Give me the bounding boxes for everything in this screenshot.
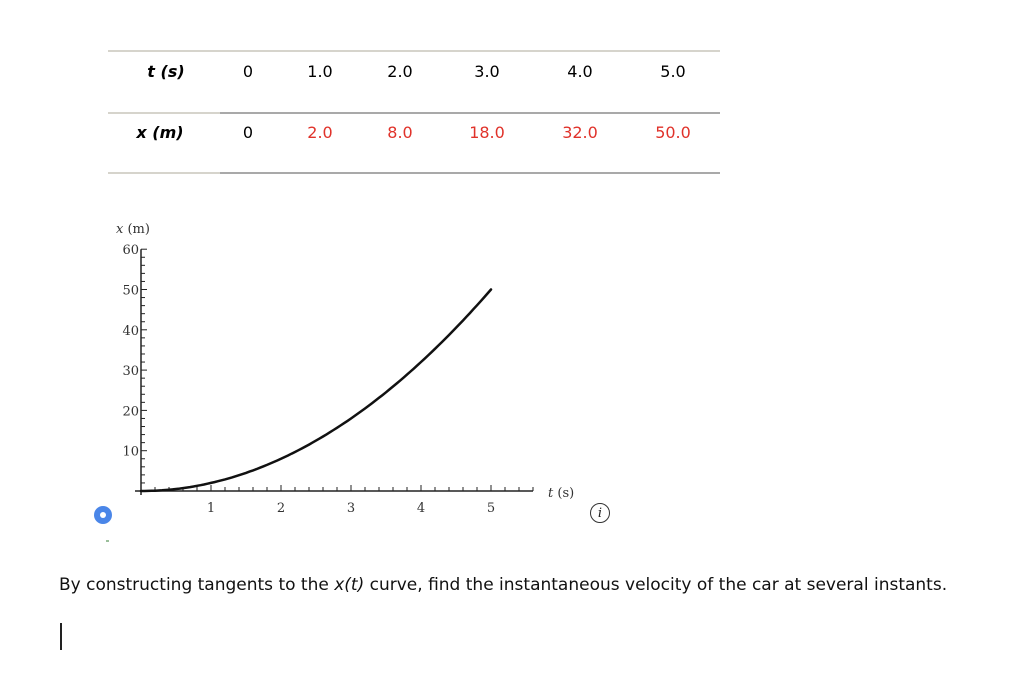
x-value: 0 bbox=[242, 123, 254, 142]
dot-marker bbox=[106, 540, 109, 542]
radio-button[interactable] bbox=[94, 506, 112, 524]
axes bbox=[135, 248, 534, 495]
y-axis-title: x (m) bbox=[116, 222, 150, 237]
x-value: 8.0 bbox=[387, 123, 413, 142]
t-value: 4.0 bbox=[567, 62, 593, 81]
y-tick-labels: 10 20 30 40 50 60 bbox=[122, 243, 139, 460]
x-tick-labels: 1 2 3 4 5 bbox=[207, 501, 495, 516]
header-var: x bbox=[136, 123, 147, 142]
table-rule bbox=[108, 50, 720, 52]
text-cursor bbox=[60, 623, 62, 650]
svg-text:10: 10 bbox=[122, 445, 139, 460]
svg-text:4: 4 bbox=[417, 501, 425, 516]
header-var: t bbox=[147, 62, 155, 81]
question-math: x(t) bbox=[334, 575, 365, 595]
row-header-x: x (m) bbox=[120, 123, 200, 143]
x-value: 2.0 bbox=[307, 123, 333, 142]
info-icon[interactable]: i bbox=[590, 503, 610, 523]
data-curve bbox=[139, 288, 493, 493]
x-value: 18.0 bbox=[469, 123, 505, 142]
t-value: 5.0 bbox=[660, 62, 686, 81]
svg-text:50: 50 bbox=[122, 284, 139, 299]
header-unit: (m) bbox=[152, 123, 184, 142]
t-value: 3.0 bbox=[474, 62, 500, 81]
t-value: 1.0 bbox=[307, 62, 333, 81]
row-header-t: t (s) bbox=[126, 62, 206, 82]
x-axis-title: t (s) bbox=[548, 486, 574, 501]
question-text: By constructing tangents to the x(t) cur… bbox=[59, 574, 979, 597]
question-suffix: curve, find the instantaneous velocity o… bbox=[364, 575, 948, 595]
svg-text:60: 60 bbox=[122, 243, 139, 258]
table-rule bbox=[108, 172, 220, 174]
table-rule bbox=[220, 112, 720, 114]
svg-text:20: 20 bbox=[122, 404, 139, 419]
t-value: 2.0 bbox=[387, 62, 413, 81]
t-value: 0 bbox=[242, 62, 254, 81]
svg-text:2: 2 bbox=[277, 501, 285, 516]
position-time-chart: x (m) t (s) 10 20 30 40 50 60 1 2 3 4 5 bbox=[116, 222, 574, 516]
svg-text:3: 3 bbox=[347, 501, 355, 516]
svg-text:1: 1 bbox=[207, 501, 215, 516]
header-unit: (s) bbox=[160, 62, 185, 81]
svg-text:30: 30 bbox=[122, 364, 139, 379]
table-rule bbox=[220, 172, 720, 174]
svg-text:5: 5 bbox=[487, 501, 495, 516]
table-rule bbox=[108, 112, 220, 114]
svg-text:40: 40 bbox=[122, 324, 139, 339]
x-value: 32.0 bbox=[562, 123, 598, 142]
question-prefix: By constructing tangents to the bbox=[59, 575, 335, 595]
x-value: 50.0 bbox=[655, 123, 691, 142]
